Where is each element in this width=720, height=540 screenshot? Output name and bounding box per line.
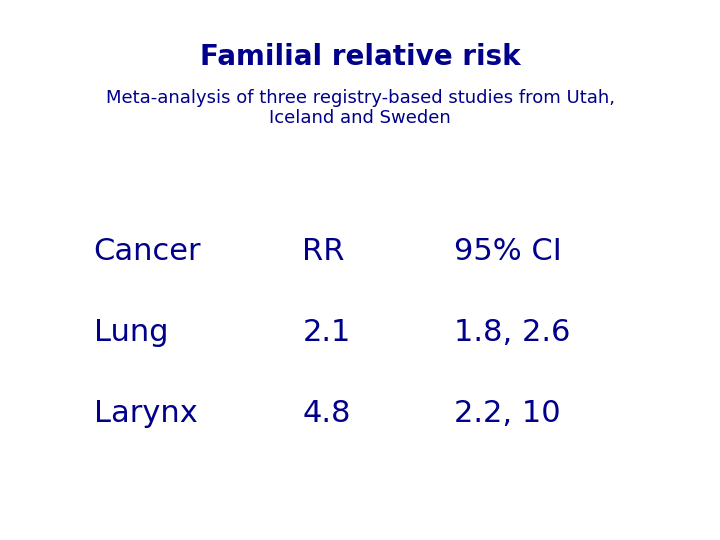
Text: Larynx: Larynx [94,399,197,428]
Text: 95% CI: 95% CI [454,237,562,266]
Text: Cancer: Cancer [94,237,201,266]
Text: 4.8: 4.8 [302,399,351,428]
Text: Familial relative risk: Familial relative risk [199,43,521,71]
Text: Meta-analysis of three registry-based studies from Utah,
Iceland and Sweden: Meta-analysis of three registry-based st… [106,89,614,127]
Text: 2.2, 10: 2.2, 10 [454,399,560,428]
Text: 2.1: 2.1 [302,318,351,347]
Text: Lung: Lung [94,318,168,347]
Text: RR: RR [302,237,345,266]
Text: 1.8, 2.6: 1.8, 2.6 [454,318,570,347]
